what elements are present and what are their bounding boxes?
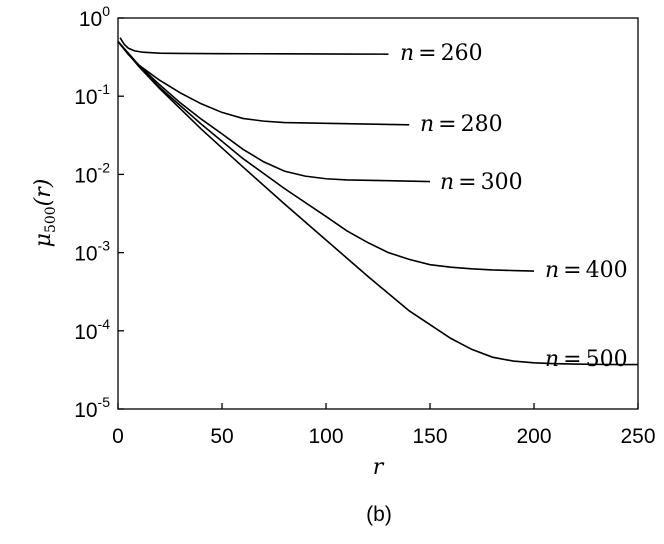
y-tick-label-exponent: -3	[98, 238, 111, 254]
x-tick-label: 50	[210, 425, 233, 448]
y-tick-label: 10-1	[74, 81, 110, 109]
y-tick-label-base: 10	[74, 164, 97, 187]
y-tick-label-exponent: -5	[98, 394, 111, 410]
x-tick-label: 200	[516, 425, 551, 448]
y-tick-label: 10-4	[74, 316, 110, 344]
y-axis-label-base: μ	[31, 233, 56, 247]
y-tick-label-base: 10	[74, 321, 97, 344]
x-tick-label: 150	[412, 425, 447, 448]
y-tick-label: 100	[79, 3, 110, 31]
series-line-500	[117, 41, 638, 366]
x-tick-label: 250	[620, 425, 655, 448]
series-label-300: n = 300	[440, 170, 523, 195]
y-axis-label-subscript: 500	[43, 206, 59, 233]
x-tick-label: 100	[308, 425, 343, 448]
series-line-300	[117, 41, 431, 183]
y-tick-label-base: 10	[74, 399, 97, 422]
series-line-400	[117, 41, 535, 272]
y-tick-label-base: 10	[79, 8, 102, 31]
series-label-400: n = 400	[545, 258, 628, 283]
y-tick-label-exponent: -1	[98, 81, 111, 97]
x-axis-label: r	[373, 455, 385, 480]
plot-frame	[117, 17, 639, 410]
series-label-260: n = 260	[400, 41, 483, 66]
y-tick-label: 10-2	[74, 159, 110, 187]
y-tick-label-exponent: -2	[98, 159, 111, 175]
series-labels: n = 260 n = 280 n = 300 n = 400 n = 500	[400, 41, 628, 372]
figure-caption: (b)	[366, 503, 392, 526]
y-axis-label: μ500(r)	[31, 179, 59, 248]
y-tick-label-base: 10	[74, 243, 97, 266]
chart-curves	[117, 37, 638, 366]
series-label-280: n = 280	[420, 112, 503, 137]
y-tick-label: 10-5	[74, 394, 110, 422]
x-tick-label: 0	[112, 425, 124, 448]
series-line-260	[119, 37, 389, 55]
y-axis-label-argument: (r)	[31, 179, 56, 207]
y-tick-label-exponent: -4	[98, 316, 111, 332]
y-tick-label-exponent: 0	[102, 3, 110, 19]
y-tick-label: 10-3	[74, 238, 110, 266]
series-label-500: n = 500	[545, 347, 628, 372]
x-axis-ticks: 0 50 100 150 200 250	[112, 403, 656, 448]
y-tick-label-base: 10	[74, 86, 97, 109]
